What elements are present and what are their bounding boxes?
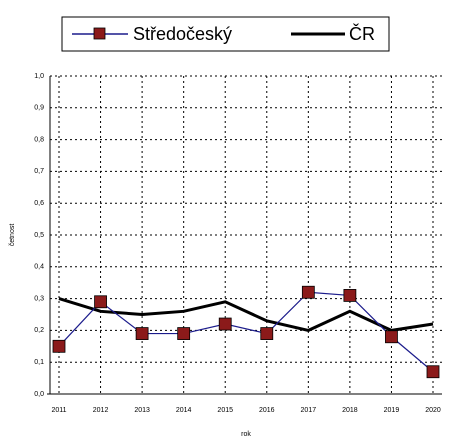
y-tick-label: 0,7 [34, 168, 44, 175]
data-point [52, 339, 66, 353]
y-tick-label: 0,0 [34, 391, 44, 398]
x-tick-label: 2012 [93, 407, 109, 414]
data-point [218, 317, 232, 331]
data-point [260, 327, 274, 340]
series-line [58, 291, 434, 373]
data-point [426, 365, 440, 379]
y-tick-label: 0,9 [34, 105, 44, 112]
data-point [343, 289, 357, 302]
x-axis-label: rok [241, 431, 251, 438]
data-point [135, 327, 149, 340]
x-tick-label: 2017 [301, 407, 317, 414]
legend-marker [93, 27, 106, 40]
y-tick-label: 0,6 [34, 200, 44, 207]
series-line [58, 297, 434, 332]
legend-label: Středočeský [133, 24, 232, 44]
data-point [385, 330, 398, 344]
y-tick-label: 1,0 [34, 73, 44, 80]
x-tick-label: 2018 [342, 407, 358, 414]
y-tick-label: 0,4 [34, 264, 44, 271]
data-point [177, 327, 191, 340]
x-tick-label: 2019 [384, 407, 400, 414]
x-tick-label: 2020 [425, 407, 441, 414]
x-tick-label: 2011 [51, 407, 66, 414]
x-tick-label: 2016 [259, 407, 275, 414]
data-point [301, 285, 315, 299]
y-tick-label: 0,2 [34, 327, 44, 334]
y-tick-label: 0,5 [34, 232, 44, 239]
x-tick-label: 2015 [217, 407, 233, 414]
x-tick-label: 2013 [134, 407, 150, 414]
y-tick-label: 0,8 [34, 136, 44, 143]
data-point [94, 295, 107, 309]
y-tick-label: 0,3 [34, 295, 44, 302]
legend-label: ČR [349, 23, 375, 44]
x-tick-label: 2014 [176, 407, 192, 414]
y-tick-label: 0,1 [34, 359, 44, 366]
y-axis-label: četnost [9, 224, 16, 247]
